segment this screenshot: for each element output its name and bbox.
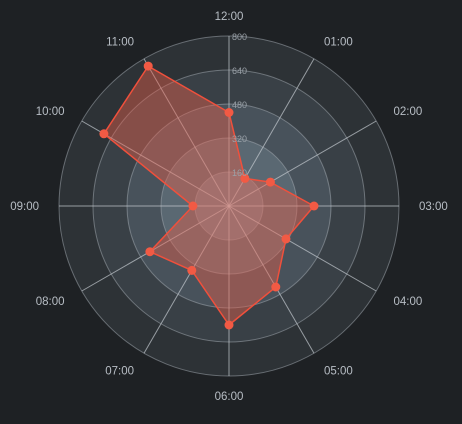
- radar-point-0900: [188, 202, 197, 211]
- radar-point-0300: [310, 202, 319, 211]
- radar-point-0600: [225, 321, 234, 330]
- radial-tick-label: 160: [232, 168, 247, 178]
- category-label: 01:00: [324, 37, 353, 49]
- radial-tick-label: 640: [232, 66, 247, 76]
- category-label: 08:00: [36, 296, 65, 308]
- category-label: 06:00: [215, 391, 244, 403]
- category-label: 07:00: [105, 366, 134, 378]
- radar-point-0500: [271, 283, 280, 292]
- radar-point-0800: [145, 247, 154, 256]
- radar-point-1000: [99, 129, 108, 138]
- radial-tick-label: 800: [232, 32, 247, 42]
- category-label: 09:00: [10, 201, 39, 213]
- radial-tick-label: 320: [232, 134, 247, 144]
- radar-point-0400: [282, 234, 291, 243]
- category-label: 04:00: [394, 296, 423, 308]
- radar-point-0200: [266, 178, 275, 187]
- radar-point-0700: [187, 266, 196, 275]
- category-label: 10:00: [36, 106, 65, 118]
- category-label: 02:00: [394, 106, 423, 118]
- radial-tick-label: 480: [232, 100, 247, 110]
- category-label: 05:00: [324, 366, 353, 378]
- category-label: 03:00: [419, 201, 448, 213]
- category-label: 12:00: [215, 11, 244, 23]
- radar-point-1100: [144, 62, 153, 71]
- category-label: 11:00: [106, 37, 134, 49]
